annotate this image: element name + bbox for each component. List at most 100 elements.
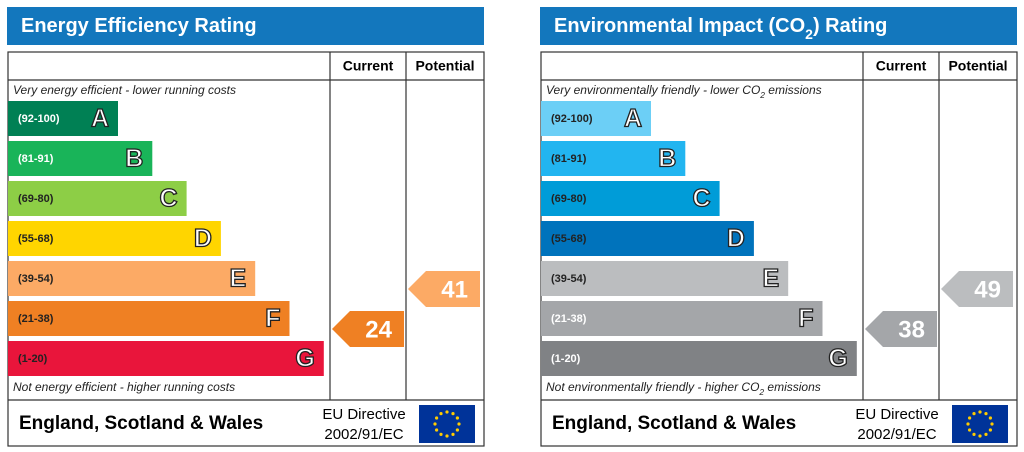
top-note-part: 2 [759, 90, 765, 100]
eu-star [439, 412, 443, 416]
rating-band [8, 221, 221, 256]
eu-star [988, 428, 992, 432]
band-range: (39-54) [18, 273, 54, 285]
column-header: Current [343, 58, 394, 74]
rating-band [8, 181, 187, 216]
eu-star [990, 422, 994, 426]
eu-star [451, 432, 455, 436]
band-range: (21-38) [551, 313, 587, 325]
band-letter: D [727, 225, 745, 253]
rating-arrow [408, 271, 480, 307]
band-letter: B [658, 145, 676, 173]
column-header: Potential [415, 58, 474, 74]
eu-star [972, 432, 976, 436]
bottom-note-part: emissions [764, 380, 821, 394]
band-letter: E [230, 265, 247, 293]
band-letter: B [125, 145, 143, 173]
top-note-part: Very energy efficient - lower running co… [13, 83, 236, 97]
rating-panel: Environmental Impact (CO2) RatingCurrent… [540, 7, 1018, 447]
eu-star [451, 412, 455, 416]
footer-directive-code: 2002/91/EC [324, 426, 403, 443]
band-range: (69-80) [18, 193, 54, 205]
eu-star [455, 428, 459, 432]
panel-title-part: Environmental Impact (CO [554, 15, 805, 37]
band-letter: G [295, 345, 314, 373]
band-letter: C [693, 185, 711, 213]
rating-band [8, 261, 256, 296]
band-letter: A [91, 105, 109, 133]
rating-band [541, 141, 686, 176]
rating-band [8, 341, 324, 376]
rating-arrow [865, 311, 937, 347]
band-range: (92-100) [18, 113, 60, 125]
band-letter: G [828, 345, 847, 373]
rating-band [541, 101, 651, 136]
rating-arrow [332, 311, 404, 347]
rating-band [8, 141, 153, 176]
bottom-note-part: 2 [758, 387, 764, 397]
rating-band [541, 341, 857, 376]
eu-star [445, 434, 449, 438]
eu-star [457, 422, 461, 426]
title-bar [540, 7, 1017, 45]
bottom-note: Not energy efficient - higher running co… [13, 380, 235, 394]
rating-value: 24 [365, 316, 392, 343]
band-range: (55-68) [18, 233, 54, 245]
band-range: (21-38) [18, 313, 54, 325]
band-range: (55-68) [551, 233, 587, 245]
eu-star [984, 432, 988, 436]
footer-directive-code: 2002/91/EC [857, 426, 936, 443]
column-header: Potential [948, 58, 1007, 74]
eu-star [455, 416, 459, 420]
top-note-part: Very environmentally friendly - lower CO [546, 83, 760, 97]
bottom-note-part: Not environmentally friendly - higher CO [546, 380, 759, 394]
band-range: (1-20) [18, 353, 48, 365]
eu-star [978, 410, 982, 414]
band-range: (69-80) [551, 193, 587, 205]
band-letter: E [763, 265, 780, 293]
eu-star [439, 432, 443, 436]
panel-title: Environmental Impact (CO2) Rating [554, 15, 887, 41]
band-letter: A [624, 105, 642, 133]
rating-panel: Energy Efficiency Rating Current Potential… [7, 7, 485, 447]
panel-title: Energy Efficiency Rating [21, 15, 257, 37]
panel-title-part: 2 [805, 26, 813, 42]
eu-star [435, 416, 439, 420]
rating-band [8, 301, 290, 336]
title-bar [7, 7, 484, 45]
eu-star [968, 416, 972, 420]
bottom-note-part: Not energy efficient - higher running co… [13, 380, 235, 394]
panel-title-part: Energy Efficiency Rating [21, 15, 257, 37]
eu-star [984, 412, 988, 416]
footer-region: England, Scotland & Wales [19, 413, 263, 434]
band-range: (39-54) [551, 273, 587, 285]
rating-arrow [941, 271, 1013, 307]
band-letter: D [194, 225, 212, 253]
top-note: Very environmentally friendly - lower CO… [546, 83, 822, 100]
band-range: (81-91) [551, 153, 587, 165]
band-range: (81-91) [18, 153, 54, 165]
band-letter: F [265, 305, 280, 333]
band-letter: C [160, 185, 178, 213]
eu-star [988, 416, 992, 420]
rating-value: 49 [974, 276, 1001, 303]
top-note-part: emissions [765, 83, 822, 97]
band-letter: F [798, 305, 813, 333]
footer-directive: EU Directive [322, 406, 405, 423]
eu-star [966, 422, 970, 426]
eu-star [435, 428, 439, 432]
rating-band [541, 261, 789, 296]
top-note: Very energy efficient - lower running co… [13, 83, 236, 97]
rating-band [8, 101, 118, 136]
band-range: (1-20) [551, 353, 581, 365]
footer-region: England, Scotland & Wales [552, 413, 796, 434]
rating-band [541, 301, 823, 336]
bottom-note: Not environmentally friendly - higher CO… [546, 380, 821, 397]
rating-value: 38 [898, 316, 925, 343]
eu-star [978, 434, 982, 438]
panel-title-part: ) Rating [813, 15, 887, 37]
eu-star [972, 412, 976, 416]
column-header: Current [876, 58, 927, 74]
